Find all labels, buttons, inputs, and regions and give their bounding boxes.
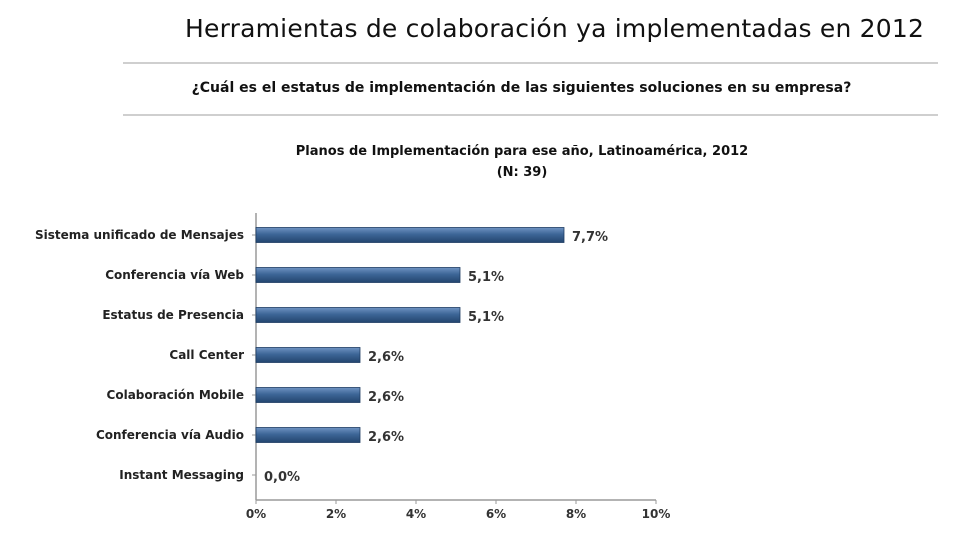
chart-subtitle: (N: 39): [496, 165, 548, 180]
category-label: Sistema unificado de Mensajes: [35, 228, 244, 242]
category-label: Call Center: [169, 348, 244, 362]
category-label: Conferencia vía Audio: [96, 428, 244, 442]
value-label: 2,6%: [368, 390, 404, 405]
category-label: Colaboración Mobile: [107, 388, 244, 402]
value-label: 5,1%: [468, 270, 504, 285]
question-divider: [123, 114, 938, 116]
value-label: 2,6%: [368, 430, 404, 445]
x-tick-label: 10%: [642, 507, 671, 521]
bar: [255, 347, 361, 363]
x-tick-label: 0%: [246, 507, 266, 521]
chart-title: Planos de Implementación para ese año, L…: [295, 144, 749, 159]
bar: [255, 387, 361, 403]
bar: [255, 267, 461, 283]
x-tick-label: 4%: [406, 507, 426, 521]
bar: [255, 427, 361, 443]
bar: [255, 307, 461, 323]
value-label: 0,0%: [264, 470, 300, 485]
value-label: 5,1%: [468, 310, 504, 325]
x-tick-label: 2%: [326, 507, 346, 521]
bar: [255, 227, 565, 243]
value-label: 2,6%: [368, 350, 404, 365]
page-title: Herramientas de colaboración ya implemen…: [185, 14, 925, 43]
category-label: Instant Messaging: [119, 468, 244, 482]
title-divider: [123, 62, 938, 64]
chart-title-block: Planos de Implementación para ese año, L…: [122, 141, 922, 183]
survey-question: ¿Cuál es el estatus de implementación de…: [191, 80, 852, 96]
category-label: Estatus de Presencia: [102, 308, 244, 322]
x-tick-label: 8%: [566, 507, 586, 521]
category-label: Conferencia vía Web: [105, 268, 244, 282]
value-label: 7,7%: [572, 230, 608, 245]
x-tick-label: 6%: [486, 507, 506, 521]
